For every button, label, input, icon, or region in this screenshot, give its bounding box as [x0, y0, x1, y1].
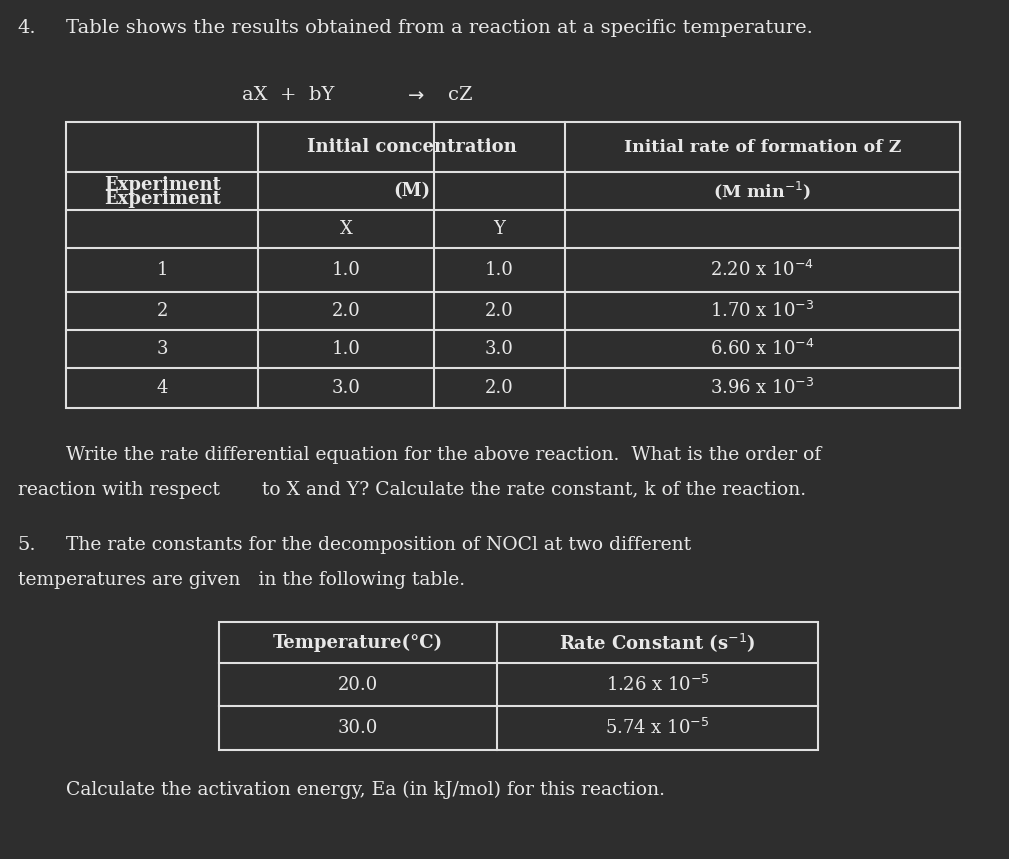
Text: 20.0: 20.0	[338, 675, 378, 693]
Text: reaction with respect       to X and Y? Calculate the rate constant, k of the re: reaction with respect to X and Y? Calcul…	[17, 481, 805, 499]
Text: 6.60 x 10$^{-4}$: 6.60 x 10$^{-4}$	[710, 339, 814, 359]
Text: 1: 1	[156, 261, 167, 279]
Text: Experiment: Experiment	[104, 190, 221, 208]
Text: 30.0: 30.0	[338, 719, 378, 737]
Text: $\rightarrow$: $\rightarrow$	[405, 86, 426, 104]
Text: aX  +  bY: aX + bY	[241, 86, 334, 104]
Text: 3.0: 3.0	[331, 379, 360, 397]
Bar	[219, 622, 818, 750]
Text: Experiment: Experiment	[104, 176, 221, 194]
Text: 2.20 x 10$^{-4}$: 2.20 x 10$^{-4}$	[710, 260, 814, 280]
Text: 5.74 x 10$^{-5}$: 5.74 x 10$^{-5}$	[605, 718, 709, 738]
Bar	[67, 122, 960, 408]
Text: 5.: 5.	[17, 536, 36, 554]
Text: temperatures are given   in the following table.: temperatures are given in the following …	[17, 571, 465, 589]
Text: Write the rate differential equation for the above reaction.  What is the order : Write the rate differential equation for…	[67, 446, 821, 464]
Text: 4: 4	[156, 379, 167, 397]
Text: The rate constants for the decomposition of NOCl at two different: The rate constants for the decomposition…	[67, 536, 691, 554]
Text: 3: 3	[156, 340, 167, 358]
Text: Rate Constant (s$^{-1}$): Rate Constant (s$^{-1}$)	[559, 631, 756, 654]
Text: 2.0: 2.0	[485, 379, 514, 397]
Text: Initial rate of formation of Z: Initial rate of formation of Z	[624, 138, 901, 155]
Text: Calculate the activation energy, Ea (in kJ/mol) for this reaction.: Calculate the activation energy, Ea (in …	[67, 781, 665, 799]
Text: 2: 2	[156, 302, 167, 320]
Text: 1.0: 1.0	[331, 261, 360, 279]
Text: 4.: 4.	[17, 19, 36, 37]
Text: Y: Y	[493, 220, 506, 238]
Text: (M): (M)	[394, 182, 430, 200]
Text: 1.0: 1.0	[331, 340, 360, 358]
Text: cZ: cZ	[448, 86, 472, 104]
Text: 3.0: 3.0	[485, 340, 514, 358]
Text: X: X	[339, 220, 352, 238]
Text: 1.0: 1.0	[485, 261, 514, 279]
Text: 1.26 x 10$^{-5}$: 1.26 x 10$^{-5}$	[605, 674, 709, 695]
Text: Table shows the results obtained from a reaction at a specific temperature.: Table shows the results obtained from a …	[67, 19, 813, 37]
Text: Temperature(°C): Temperature(°C)	[273, 633, 443, 652]
Text: 1.70 x 10$^{-3}$: 1.70 x 10$^{-3}$	[710, 301, 814, 321]
Text: 2.0: 2.0	[332, 302, 360, 320]
Text: 3.96 x 10$^{-3}$: 3.96 x 10$^{-3}$	[710, 378, 814, 398]
Text: (M min$^{-1}$): (M min$^{-1}$)	[713, 180, 811, 202]
Text: 2.0: 2.0	[485, 302, 514, 320]
Text: Initial concentration: Initial concentration	[307, 138, 517, 156]
